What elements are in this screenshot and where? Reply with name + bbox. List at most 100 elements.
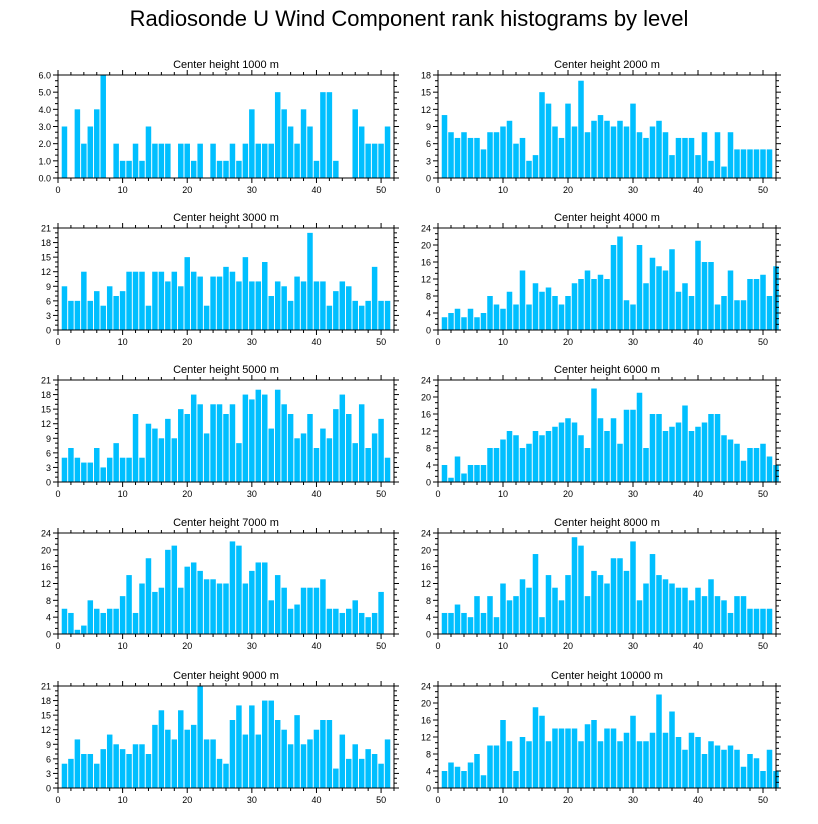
x-tick-label: 0 [55, 795, 60, 805]
chart-panel-5: Center height 5000 m 0 3 6 9 12 15 18 21 0 10 20 30 4… [41, 364, 399, 499]
histogram-bar [158, 710, 165, 788]
histogram-bar [229, 541, 236, 634]
histogram-bar [210, 404, 216, 482]
histogram-bar [165, 281, 171, 330]
histogram-bar [636, 245, 643, 330]
histogram-bar [145, 558, 152, 634]
histogram-bar [662, 270, 669, 330]
histogram-bar [708, 414, 714, 482]
histogram-bar [158, 587, 165, 634]
x-tick-label: 0 [435, 795, 440, 805]
histogram-bar [591, 120, 597, 178]
histogram-bar [236, 705, 242, 788]
histogram-bar [242, 394, 249, 482]
histogram-bar [506, 431, 513, 482]
histogram-bar [454, 604, 461, 634]
y-tick-label: 0 [46, 630, 51, 640]
histogram-bar [526, 304, 532, 330]
histogram-bar [623, 570, 630, 635]
histogram-bar [519, 137, 526, 178]
histogram-bar [365, 617, 371, 634]
histogram-bar [223, 414, 229, 482]
histogram-bar [766, 608, 773, 634]
histogram-bar [571, 537, 578, 634]
histogram-bar [320, 428, 326, 482]
histogram-bar [61, 286, 68, 330]
histogram-bar [223, 583, 229, 634]
histogram-bar [236, 545, 242, 635]
y-tick-label: 0 [46, 326, 51, 336]
y-tick-label: 21 [41, 376, 51, 386]
histogram-bar [268, 296, 274, 330]
histogram-bar [649, 126, 656, 178]
histogram-bar [197, 143, 203, 178]
histogram-bar [539, 291, 545, 330]
histogram-bar [636, 132, 643, 178]
histogram-bar [461, 473, 467, 482]
histogram-bar [216, 276, 223, 330]
histogram-bar [333, 409, 339, 482]
histogram-bar [371, 612, 378, 634]
histogram-bar [636, 600, 643, 634]
histogram-bar [216, 160, 223, 178]
histogram-bar [223, 266, 229, 330]
x-tick-label: 50 [376, 185, 386, 195]
histogram-bar [701, 754, 708, 788]
histogram-bar [636, 392, 643, 482]
histogram-bar [591, 570, 597, 635]
histogram-bar [675, 587, 682, 634]
histogram-bar [695, 240, 701, 330]
histogram-bar [584, 724, 591, 788]
histogram-bar [454, 766, 461, 788]
histogram-bar [584, 448, 591, 482]
x-tick-label: 10 [498, 185, 508, 195]
histogram-bar [210, 739, 216, 788]
histogram-bar [708, 262, 714, 330]
histogram-bar [87, 462, 94, 482]
histogram-bar [760, 771, 766, 788]
histogram-bar [106, 457, 113, 482]
y-tick-label: 12 [421, 579, 431, 589]
histogram-bar [636, 741, 643, 788]
histogram-bar [300, 433, 307, 482]
histogram-bar [68, 612, 74, 634]
histogram-bar [184, 414, 190, 482]
histogram-bar [68, 758, 74, 788]
histogram-bar [352, 443, 358, 482]
histogram-bar [500, 126, 506, 178]
histogram-bar [268, 428, 274, 482]
histogram-bar [287, 414, 294, 482]
y-tick-label: 24 [421, 224, 431, 234]
x-tick-label: 30 [628, 489, 638, 499]
histogram-bar [152, 143, 158, 178]
x-tick-label: 30 [247, 641, 257, 651]
histogram-bar [371, 754, 378, 788]
histogram-bar [500, 308, 506, 330]
histogram-bar [152, 724, 158, 788]
histogram-bar [623, 300, 630, 330]
histogram-bar [714, 745, 721, 788]
histogram-bar [623, 409, 630, 482]
histogram-bar [591, 279, 597, 330]
histogram-bar [753, 448, 760, 482]
histogram-bar [313, 729, 320, 788]
histogram-bar [513, 596, 519, 635]
x-tick-label: 40 [693, 795, 703, 805]
histogram-bar [539, 715, 545, 788]
y-tick-label: 9 [46, 434, 51, 444]
histogram-bar [701, 596, 708, 635]
panel-title: Center height 2000 m [554, 59, 660, 71]
histogram-bar [249, 399, 255, 482]
histogram-bar [132, 271, 139, 330]
histogram-bar [287, 744, 294, 788]
histogram-bar [747, 149, 753, 178]
histogram-bar [714, 414, 721, 482]
histogram-bar [119, 291, 126, 330]
histogram-bar [81, 625, 87, 634]
histogram-bar [74, 300, 81, 330]
histogram-bar [255, 389, 262, 482]
histogram-bar [441, 115, 448, 178]
x-tick-label: 30 [628, 641, 638, 651]
histogram-bar [558, 304, 565, 330]
histogram-bar [734, 596, 740, 635]
